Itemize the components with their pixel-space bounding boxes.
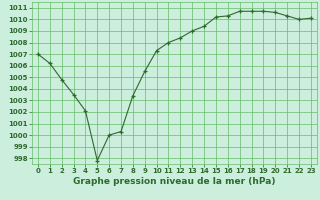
X-axis label: Graphe pression niveau de la mer (hPa): Graphe pression niveau de la mer (hPa)	[73, 177, 276, 186]
